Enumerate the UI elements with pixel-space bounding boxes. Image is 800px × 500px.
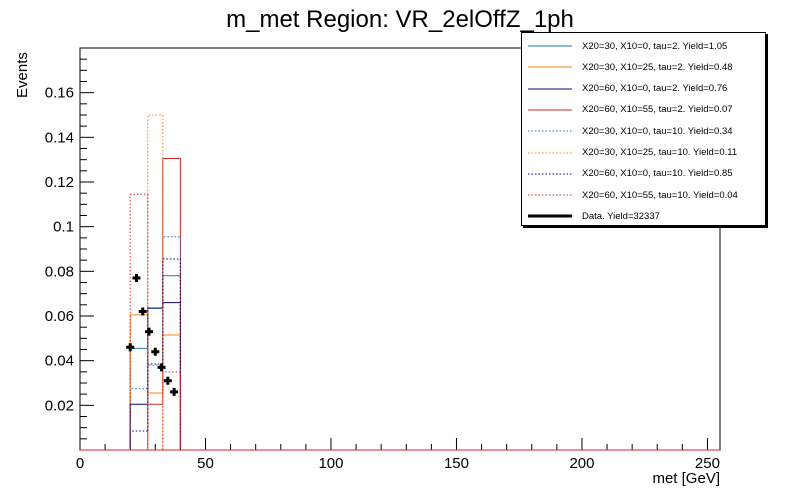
legend-label: X20=60, X10=0, tau=2. Yield=0.76 (582, 83, 728, 95)
legend-swatch (528, 152, 572, 153)
legend-swatch (528, 66, 572, 68)
legend-label: X20=30, X10=25, tau=2. Yield=0.48 (582, 61, 733, 73)
legend-swatch (528, 88, 572, 90)
histogram-series-5 (129, 236, 181, 450)
x-tick-label: 250 (695, 455, 720, 472)
legend-entry: X20=60, X10=55, tau=2. Yield=0.07 (528, 100, 733, 120)
chart-title: m_met Region: VR_2elOffZ_1ph (226, 6, 574, 33)
y-axis-label: Events (14, 52, 31, 98)
x-tick-label: 0 (76, 455, 84, 472)
legend-entry: X20=30, X10=25, tau=10. Yield=0.11 (528, 143, 737, 163)
legend-entry: X20=30, X10=25, tau=2. Yield=0.48 (528, 57, 733, 77)
legend-swatch (528, 45, 572, 47)
data-point (132, 274, 141, 283)
x-tick-label: 200 (569, 455, 594, 472)
legend-swatch (528, 173, 572, 175)
y-tick-label: 0.08 (45, 263, 74, 280)
legend-swatch (528, 194, 572, 196)
legend-label: X20=30, X10=25, tau=10. Yield=0.11 (582, 147, 738, 158)
y-tick-label: 0.12 (45, 174, 74, 191)
data-point (138, 307, 147, 316)
data-point (145, 327, 154, 336)
legend-entry: Data. Yield=32337 (528, 206, 660, 226)
y-tick-label: 0.14 (45, 129, 74, 146)
histogram-series-4 (130, 158, 181, 451)
legend-swatch (528, 109, 572, 111)
data-point (157, 363, 166, 372)
legend-entry: X20=30, X10=0, tau=2. Yield=1.05 (528, 36, 727, 56)
histogram-series-2 (129, 314, 181, 450)
legend: X20=30, X10=0, tau=2. Yield=1.05 X20=30, … (521, 32, 766, 226)
legend-label: X20=30, X10=0, tau=2. Yield=1.05 (582, 40, 728, 52)
y-tick-label: 0.02 (45, 397, 74, 414)
legend-label: X20=60, X10=55, tau=2. Yield=0.07 (582, 104, 733, 116)
legend-label: X20=30, X10=0, tau=10. Yield=0.34 (582, 125, 733, 137)
legend-entry: X20=30, X10=0, tau=10. Yield=0.34 (528, 121, 733, 141)
legend-label: Data. Yield=32337 (582, 210, 660, 222)
legend-entry: X20=60, X10=0, tau=10. Yield=0.85 (528, 164, 733, 184)
y-tick-label: 0.1 (53, 219, 74, 236)
x-tick-label: 100 (318, 455, 343, 472)
legend-swatch (528, 130, 572, 132)
legend-label: X20=60, X10=0, tau=10. Yield=0.85 (582, 168, 733, 180)
legend-label: X20=60, X10=55, tau=10. Yield=0.04 (582, 189, 738, 201)
histogram-series-8 (129, 193, 181, 451)
data-point (170, 387, 179, 396)
data-point (163, 376, 172, 385)
x-tick-label: 150 (444, 455, 469, 472)
y-tick-label: 0.04 (45, 353, 74, 370)
histogram-series-1 (129, 275, 181, 450)
x-axis-label: met [GeV] (652, 470, 720, 487)
histogram-series-3 (129, 302, 181, 450)
data-point (126, 343, 135, 352)
x-tick-label: 50 (197, 455, 214, 472)
legend-entry: X20=60, X10=0, tau=2. Yield=0.76 (528, 79, 727, 99)
legend-swatch (528, 214, 572, 218)
legend-entry: X20=60, X10=55, tau=10. Yield=0.04 (528, 185, 738, 205)
y-tick-label: 0.06 (45, 308, 74, 325)
data-point (151, 347, 160, 356)
y-tick-label: 0.16 (45, 85, 74, 102)
histogram-series-6 (130, 114, 181, 451)
